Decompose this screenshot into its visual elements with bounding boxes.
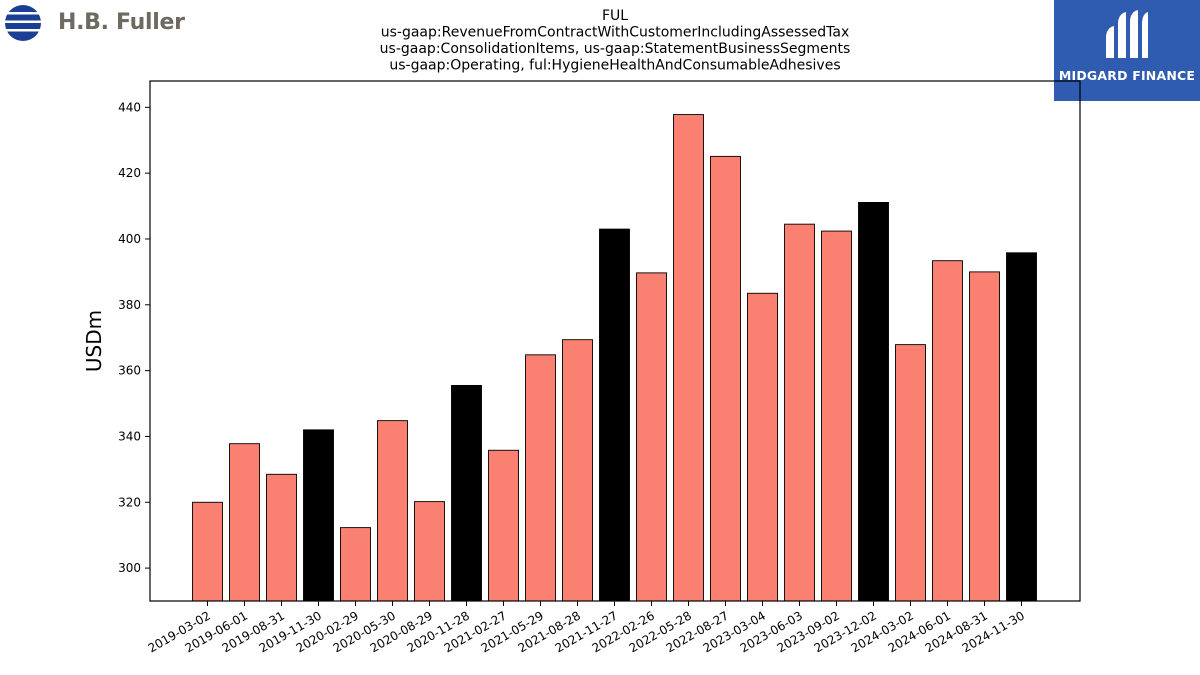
y-axis-label: USDm <box>82 310 106 372</box>
bar-2020-02-29 <box>340 527 371 602</box>
y-tick-label: 440 <box>118 100 141 114</box>
chart-title-line: us-gaap:Operating, ful:HygieneHealthAndC… <box>389 58 840 74</box>
y-axis: 300 320 340 360 380 400 420 440 <box>118 100 150 575</box>
y-tick-label: 300 <box>118 561 141 575</box>
bar-2020-05-30 <box>377 420 408 602</box>
chart-title-line: FUL <box>602 8 628 24</box>
hb-fuller-logo: H.B. Fuller <box>4 4 194 44</box>
bar-2021-05-29 <box>525 354 556 602</box>
bar-2019-08-31 <box>266 473 297 602</box>
bar-2019-03-02 <box>192 501 223 602</box>
chart-title-line: us-gaap:RevenueFromContractWithCustomerI… <box>381 25 850 41</box>
y-tick-label: 360 <box>118 364 141 378</box>
x-axis: 2019-03-022019-06-012019-08-312019-11-30… <box>146 601 1027 655</box>
bar-2021-02-27 <box>488 449 519 602</box>
bar-2024-11-30 <box>1006 252 1037 602</box>
midgard-mark-icon <box>1106 10 1148 58</box>
bar-2024-08-31 <box>969 271 1000 602</box>
y-tick-label: 320 <box>118 495 141 509</box>
hb-fuller-globe-icon <box>5 5 41 41</box>
y-tick-label: 380 <box>118 298 141 312</box>
y-tick-label: 340 <box>118 429 141 443</box>
bar-2023-03-04 <box>747 292 778 602</box>
bars <box>192 114 1037 602</box>
bar-2023-09-02 <box>821 230 852 602</box>
bar-2019-11-30 <box>303 429 334 602</box>
bar-2021-08-28 <box>562 339 593 602</box>
bar-2020-11-28 <box>451 384 482 602</box>
y-tick-label: 420 <box>118 166 141 180</box>
bar-2022-02-26 <box>636 272 667 602</box>
chart-title-line: us-gaap:ConsolidationItems, us-gaap:Stat… <box>380 41 851 57</box>
bar-2023-06-03 <box>784 223 815 602</box>
midgard-finance-logo: MIDGARD FINANCE <box>1054 0 1200 101</box>
midgard-finance-logo-text: MIDGARD FINANCE <box>1058 68 1196 83</box>
bar-2019-06-01 <box>229 443 260 602</box>
bar-2021-11-27 <box>599 228 630 602</box>
bar-2024-03-02 <box>895 344 926 602</box>
bar-2022-08-27 <box>710 155 741 602</box>
chart-title: FULus-gaap:RevenueFromContractWithCustom… <box>380 8 851 74</box>
bar-2020-08-29 <box>414 501 445 602</box>
y-tick-label: 400 <box>118 232 141 246</box>
hb-fuller-logo-text: H.B. Fuller <box>58 10 185 35</box>
bar-2022-05-28 <box>673 114 704 602</box>
bar-2024-06-01 <box>932 260 963 602</box>
bar-2023-12-02 <box>858 201 889 602</box>
